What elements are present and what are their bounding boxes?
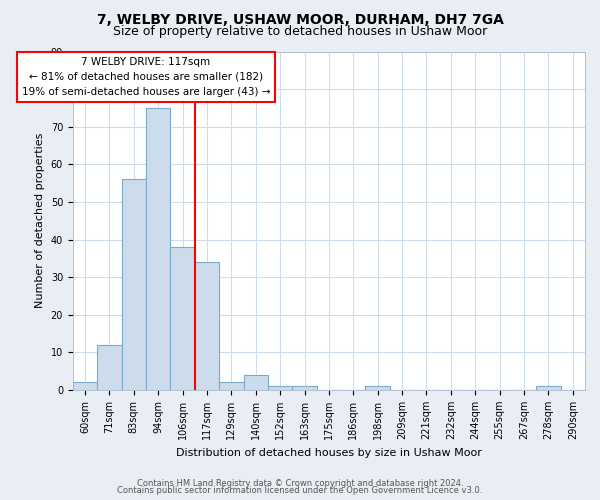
Text: 7 WELBY DRIVE: 117sqm
← 81% of detached houses are smaller (182)
19% of semi-det: 7 WELBY DRIVE: 117sqm ← 81% of detached …	[22, 57, 270, 96]
Bar	[244, 375, 268, 390]
Bar	[195, 262, 219, 390]
Bar	[73, 382, 97, 390]
Bar	[122, 180, 146, 390]
Bar	[365, 386, 390, 390]
Bar	[536, 386, 560, 390]
Text: Contains public sector information licensed under the Open Government Licence v3: Contains public sector information licen…	[118, 486, 482, 495]
Bar	[170, 247, 195, 390]
Y-axis label: Number of detached properties: Number of detached properties	[35, 133, 45, 308]
Bar	[292, 386, 317, 390]
Bar	[219, 382, 244, 390]
Text: Contains HM Land Registry data © Crown copyright and database right 2024.: Contains HM Land Registry data © Crown c…	[137, 478, 463, 488]
Bar	[268, 386, 292, 390]
X-axis label: Distribution of detached houses by size in Ushaw Moor: Distribution of detached houses by size …	[176, 448, 482, 458]
Bar	[97, 345, 122, 390]
Bar	[146, 108, 170, 390]
Text: 7, WELBY DRIVE, USHAW MOOR, DURHAM, DH7 7GA: 7, WELBY DRIVE, USHAW MOOR, DURHAM, DH7 …	[97, 12, 503, 26]
Text: Size of property relative to detached houses in Ushaw Moor: Size of property relative to detached ho…	[113, 25, 487, 38]
